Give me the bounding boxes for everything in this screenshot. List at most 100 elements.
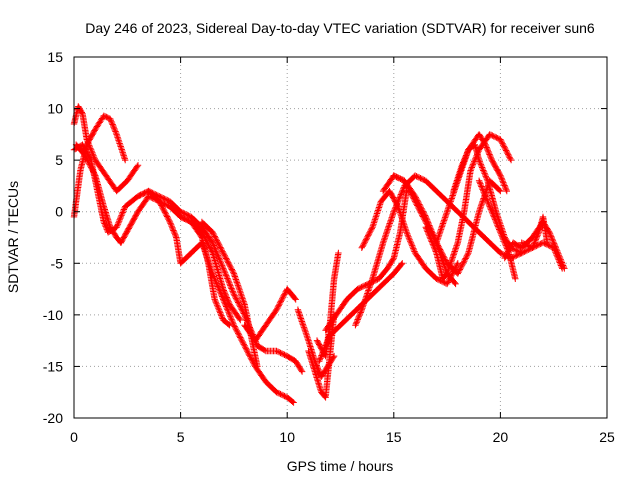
- data-point: [510, 159, 512, 161]
- data-point: [128, 226, 131, 228]
- data-point: [265, 381, 267, 383]
- data-point: [555, 247, 557, 249]
- data-point: [361, 308, 363, 311]
- data-point: [239, 319, 242, 321]
- data-point: [147, 190, 150, 192]
- data-point: [201, 236, 203, 239]
- data-point: [474, 143, 476, 146]
- data-point: [382, 241, 384, 244]
- data-point: [452, 190, 455, 192]
- data-point: [324, 396, 327, 399]
- data-point: [505, 190, 508, 192]
- data-point: [190, 252, 193, 254]
- data-point: [414, 252, 416, 254]
- data-point: [256, 345, 259, 347]
- data-point: [286, 396, 289, 399]
- data-points: [70, 103, 568, 406]
- data-point: [96, 190, 99, 192]
- data-point: [435, 190, 438, 192]
- data-point: [147, 195, 150, 198]
- data-point: [393, 257, 395, 259]
- data-point: [233, 324, 235, 326]
- data-point: [292, 401, 295, 404]
- data-point: [115, 133, 118, 136]
- data-point: [179, 216, 182, 218]
- data-point: [371, 277, 374, 280]
- data-point: [414, 195, 416, 198]
- x-tick-label: 5: [177, 429, 185, 445]
- satellite-track-14: [316, 260, 406, 365]
- data-point: [456, 262, 459, 265]
- data-point: [228, 324, 231, 326]
- data-point: [275, 391, 278, 394]
- plot-frame: [73, 56, 608, 419]
- data-point: [488, 133, 491, 136]
- data-point: [137, 210, 139, 213]
- data-point: [243, 303, 246, 306]
- data-point: [179, 210, 182, 213]
- data-point: [382, 283, 384, 285]
- data-point: [520, 241, 523, 244]
- data-point: [371, 226, 374, 228]
- data-point: [307, 350, 310, 352]
- data-point: [222, 319, 225, 321]
- data-point: [90, 159, 92, 161]
- data-point: [115, 236, 118, 239]
- data-point: [414, 174, 416, 177]
- data-point: [514, 277, 517, 280]
- data-point: [115, 190, 118, 192]
- y-tick-label: 5: [55, 152, 63, 168]
- data-point: [435, 241, 438, 244]
- data-point: [103, 114, 105, 117]
- data-point: [499, 190, 502, 192]
- data-point: [478, 231, 480, 234]
- data-point: [446, 283, 448, 285]
- chart-title: Day 246 of 2023, Sidereal Day-to-day VTE…: [85, 20, 595, 36]
- data-point: [393, 174, 395, 177]
- data-point: [105, 174, 107, 177]
- data-point: [337, 252, 340, 254]
- data-point: [478, 179, 480, 182]
- data-point: [467, 221, 470, 223]
- data-point: [478, 210, 480, 213]
- data-point: [109, 226, 112, 228]
- data-point: [401, 262, 404, 265]
- data-point: [424, 179, 427, 182]
- data-point: [399, 231, 401, 234]
- data-point: [213, 298, 216, 301]
- data-point: [393, 210, 395, 213]
- data-point: [243, 345, 246, 347]
- y-tick-label: 10: [47, 101, 63, 117]
- data-point: [486, 179, 489, 182]
- data-point: [265, 324, 267, 326]
- data-point: [286, 288, 289, 290]
- data-point: [435, 252, 438, 254]
- data-point: [169, 200, 171, 203]
- data-point: [520, 252, 523, 254]
- data-point: [158, 200, 161, 203]
- data-point: [537, 231, 540, 234]
- data-point: [211, 231, 214, 234]
- data-point: [103, 221, 105, 223]
- data-point: [75, 143, 77, 146]
- x-axis-label: GPS time / hours: [287, 458, 394, 474]
- data-point: [207, 262, 210, 265]
- y-tick-label: -15: [43, 358, 63, 374]
- data-point: [275, 350, 278, 352]
- data-point: [294, 298, 297, 301]
- satellite-track-6: [134, 187, 297, 406]
- satellite-track-16: [352, 172, 525, 329]
- data-point: [179, 262, 182, 265]
- data-point: [256, 365, 259, 368]
- data-point: [137, 195, 139, 198]
- data-point: [333, 277, 335, 280]
- data-point: [456, 210, 459, 213]
- data-point: [512, 241, 514, 244]
- data-point: [382, 190, 384, 192]
- data-point: [424, 216, 427, 218]
- data-point: [126, 179, 129, 182]
- data-point: [520, 247, 523, 249]
- data-point: [446, 210, 448, 213]
- data-point: [211, 252, 214, 254]
